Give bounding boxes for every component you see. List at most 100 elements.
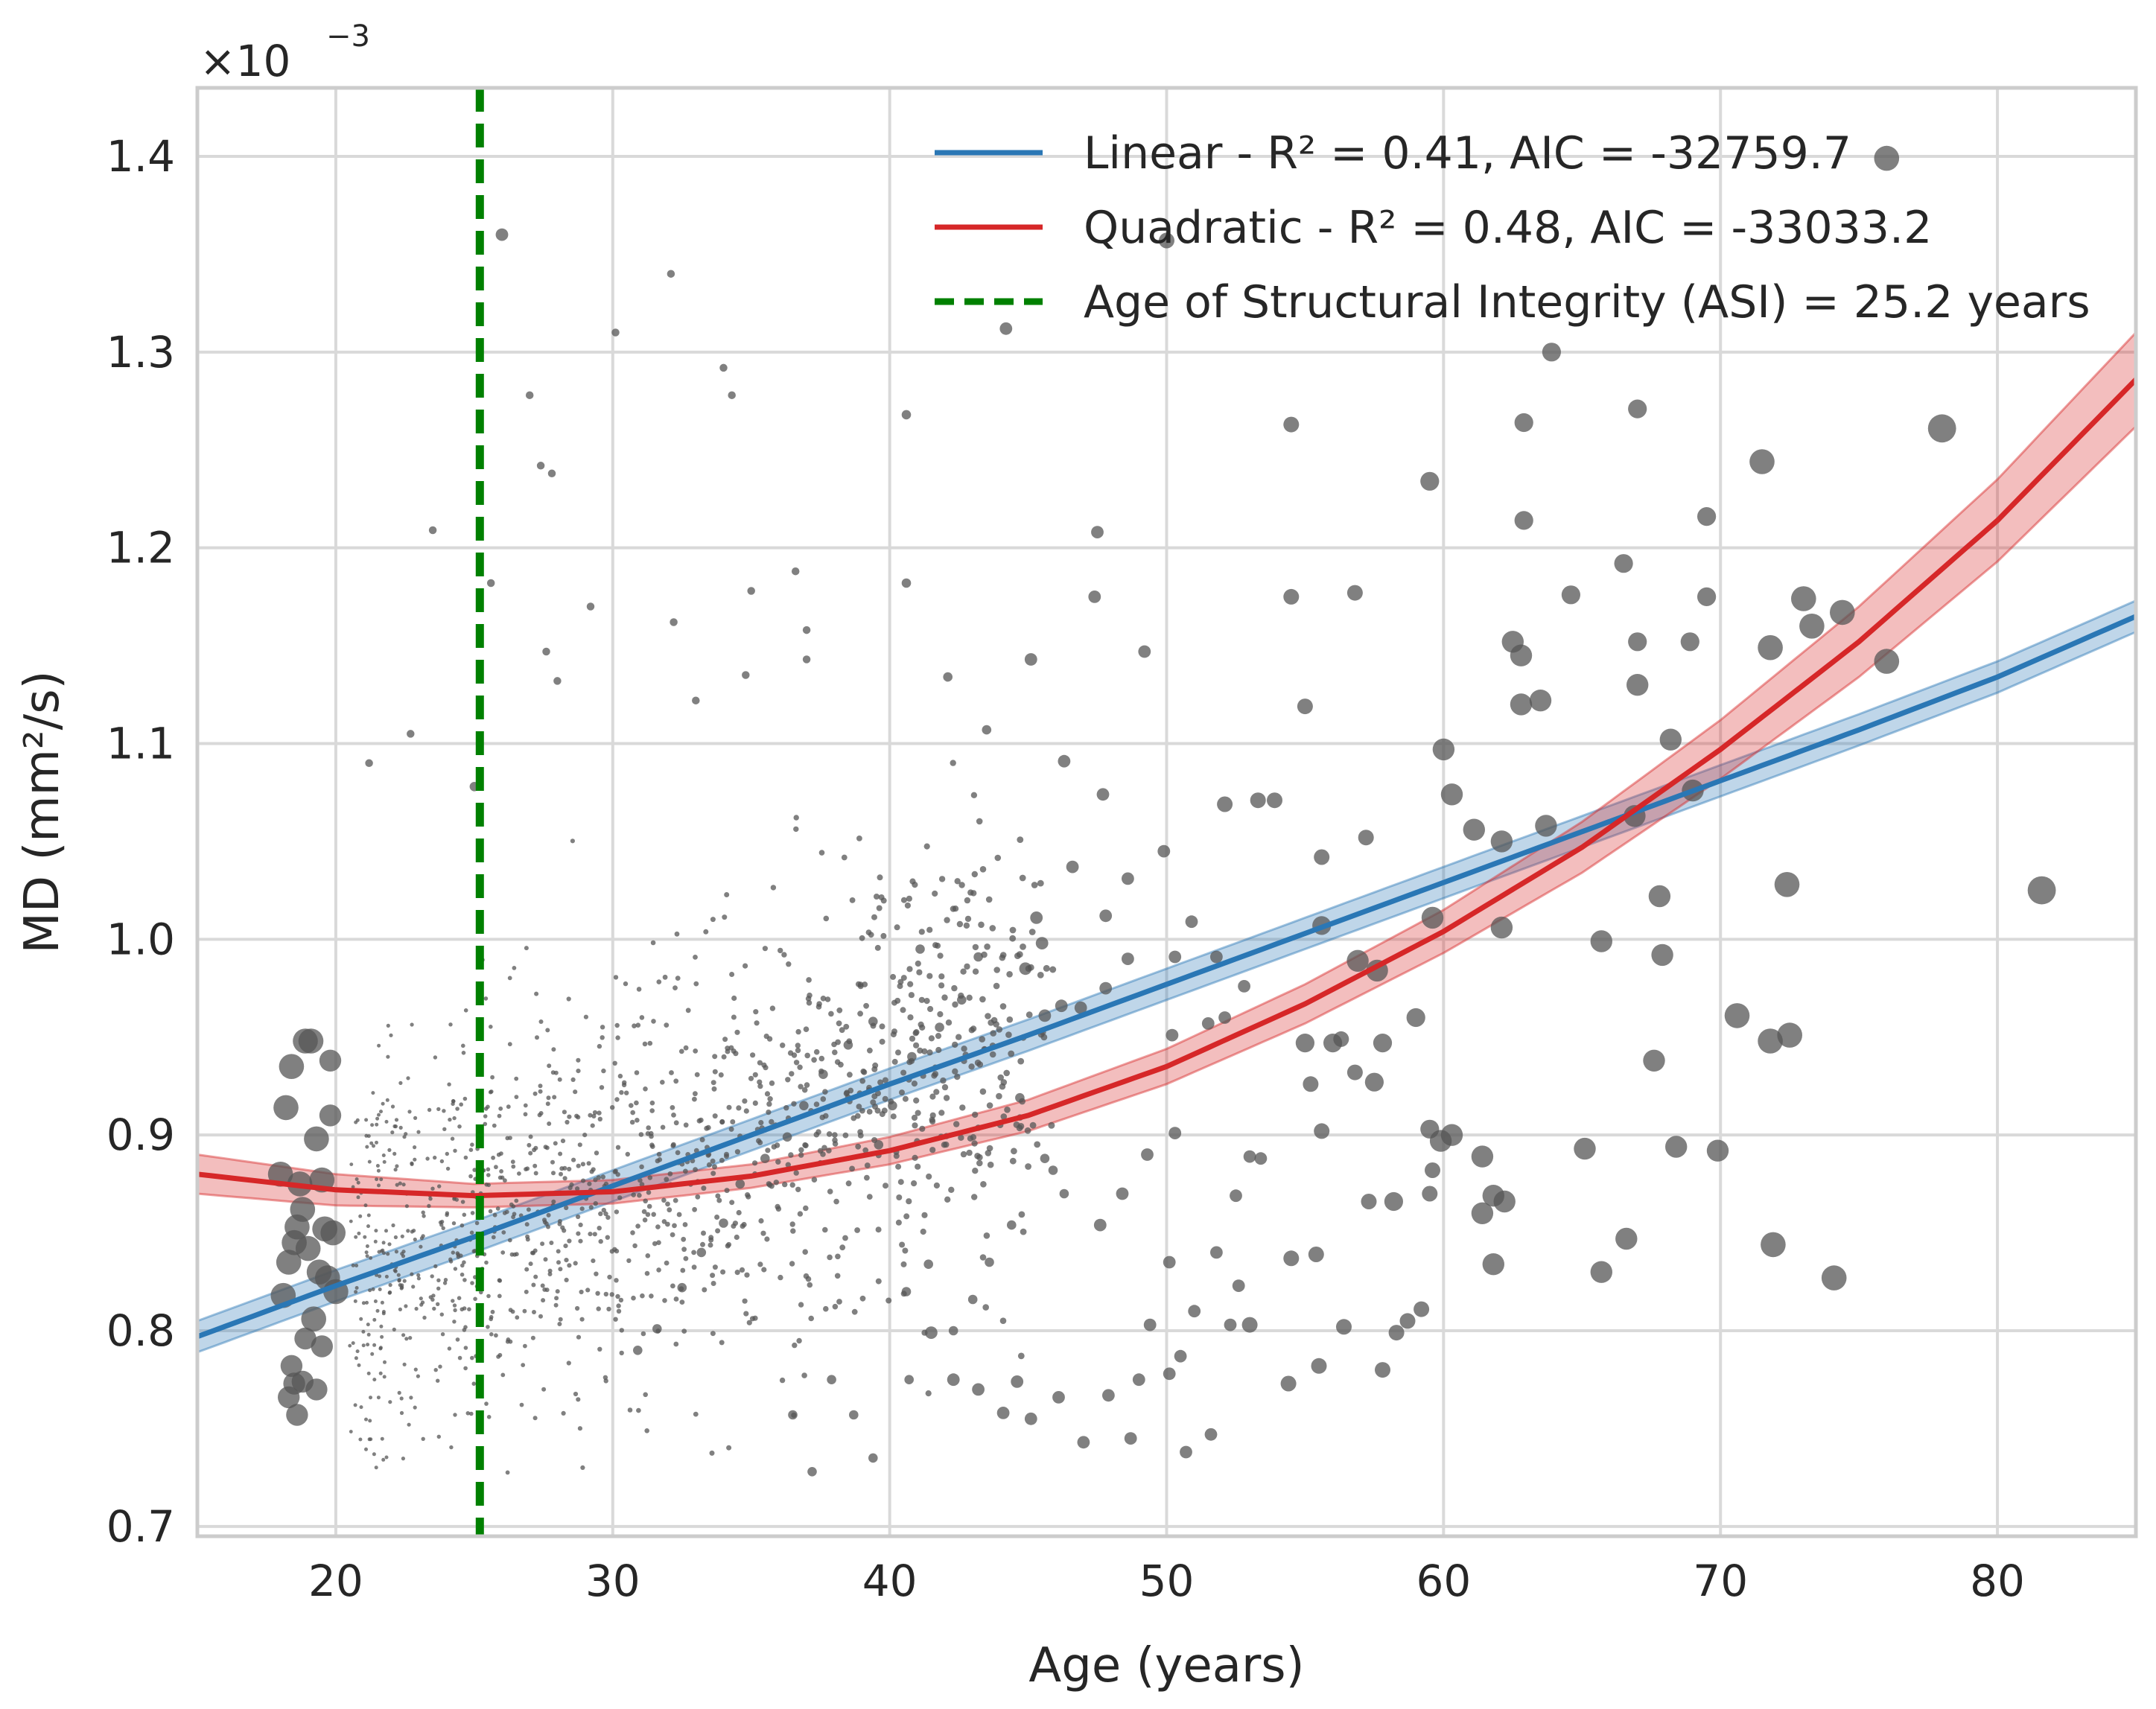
scatter-point [1017, 1057, 1025, 1065]
scatter-point [956, 920, 964, 928]
scatter-point [571, 1157, 576, 1162]
scatter-point [1143, 1318, 1157, 1331]
scatter-point [357, 1231, 361, 1235]
scatter-point [413, 1157, 417, 1162]
scatter-point [526, 1207, 531, 1212]
scatter-point [728, 1126, 734, 1132]
scatter-point [355, 1349, 360, 1354]
scatter-point [841, 854, 848, 861]
scatter-point [463, 1155, 468, 1160]
scatter-point [562, 1176, 567, 1181]
scatter-point [1399, 1313, 1416, 1329]
scatter-point [469, 1411, 474, 1416]
scatter-point [993, 982, 1000, 990]
scatter-point [715, 1193, 721, 1199]
scatter-point [1697, 507, 1717, 526]
scatter-point [399, 1396, 404, 1401]
scatter-point [379, 1324, 384, 1328]
scatter-point [778, 947, 783, 954]
scatter-point [556, 1249, 561, 1254]
scatter-point [719, 1119, 725, 1125]
scatter-point [813, 1101, 820, 1107]
scatter-point [579, 1289, 584, 1295]
scatter-point [606, 1306, 611, 1312]
scatter-point [1761, 1232, 1786, 1258]
scatter-point [900, 897, 907, 903]
scatter-point [843, 1040, 853, 1050]
scatter-point [407, 730, 415, 738]
scatter-point [983, 1232, 990, 1239]
scatter-point [709, 1450, 715, 1456]
scatter-point [742, 671, 750, 679]
scatter-point [935, 1022, 944, 1032]
x-tick-label: 40 [862, 1556, 918, 1606]
scatter-point [996, 1407, 1010, 1419]
scatter-point [433, 1264, 438, 1269]
scatter-point [724, 1151, 729, 1157]
scatter-point [836, 1020, 842, 1027]
scatter-point [1482, 1253, 1505, 1276]
scatter-point [847, 1072, 853, 1078]
scatter-point [815, 1004, 822, 1010]
scatter-point [486, 1293, 491, 1299]
scatter-point [908, 992, 915, 999]
scatter-point [791, 1052, 798, 1058]
scatter-point [890, 973, 897, 980]
scatter-point [638, 1132, 644, 1137]
scatter-point [945, 1019, 953, 1026]
scatter-point [1009, 1157, 1017, 1165]
scatter-point [822, 1089, 828, 1095]
scatter-point [757, 1261, 763, 1267]
scatter-point [960, 968, 967, 975]
scatter-point [681, 1236, 687, 1242]
scatter-point [445, 1166, 451, 1171]
scatter-point [932, 890, 938, 897]
scatter-point [535, 1035, 539, 1040]
scatter-point [576, 1397, 581, 1402]
scatter-point [938, 876, 946, 882]
scatter-point [615, 1293, 620, 1299]
scatter-point [404, 1132, 408, 1136]
scatter-point [828, 1011, 834, 1017]
scatter-point [664, 1177, 670, 1183]
scatter-point [354, 1177, 359, 1181]
scatter-point [866, 1194, 873, 1200]
scatter-point [500, 1175, 505, 1180]
scatter-point [387, 1242, 392, 1247]
scatter-point [391, 1223, 395, 1228]
scatter-point [564, 1258, 569, 1263]
scatter-point [413, 1405, 417, 1410]
scatter-point [558, 1267, 563, 1272]
scatter-point [990, 1030, 996, 1037]
scatter-point [877, 1079, 884, 1086]
scatter-point [381, 1101, 385, 1106]
scatter-point [601, 1068, 606, 1074]
scatter-point [720, 1269, 726, 1275]
scatter-point [419, 1302, 424, 1307]
scatter-point [421, 1234, 425, 1238]
scatter-point [486, 1167, 491, 1172]
scatter-point [407, 1110, 412, 1114]
scatter-point [644, 1428, 649, 1433]
scatter-point [764, 1091, 771, 1097]
scatter-point [637, 1192, 642, 1198]
scatter-point [358, 1437, 363, 1442]
scatter-point [763, 1034, 769, 1040]
scatter-point [553, 1302, 559, 1308]
scatter-point [857, 1133, 864, 1139]
scatter-point [926, 973, 933, 979]
scatter-point [593, 1201, 598, 1206]
scatter-point [676, 1212, 682, 1218]
scatter-point [997, 1074, 1004, 1081]
scatter-point [1000, 1113, 1008, 1120]
scatter-point [793, 1170, 799, 1176]
scatter-point [397, 1279, 401, 1283]
scatter-point [433, 1368, 438, 1372]
scatter-point [453, 1148, 457, 1153]
scatter-point [370, 1123, 375, 1127]
scatter-point [685, 1008, 691, 1013]
scatter-point [820, 996, 827, 1002]
scatter-point [597, 1116, 602, 1122]
scatter-point [683, 1045, 689, 1051]
scatter-point [818, 1069, 828, 1079]
